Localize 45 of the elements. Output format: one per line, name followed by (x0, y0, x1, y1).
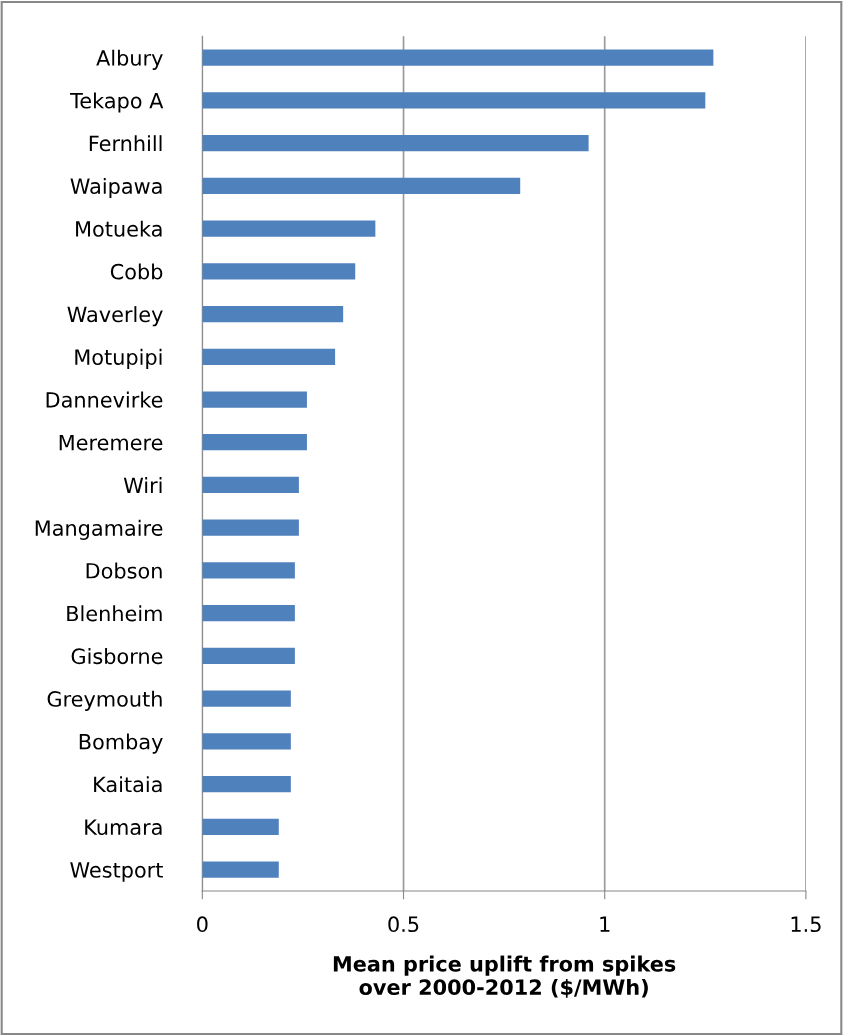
bar (202, 733, 291, 750)
y-tick-label: Blenheim (67, 605, 162, 622)
y-tick-label: Gisborne (71, 648, 163, 665)
y-tick-label: Wiri (123, 477, 162, 493)
y-tick-label: Meremere (59, 434, 163, 451)
y-tick-label: Motupipi (75, 348, 162, 370)
bar (202, 177, 521, 194)
y-tick-label: Waipawa (70, 177, 162, 199)
y-tick-label: Greymouth (47, 690, 162, 711)
y-tick-label: Motueka (76, 220, 162, 237)
bar (202, 476, 299, 494)
bar (202, 605, 295, 622)
bar (202, 220, 376, 237)
bar (202, 92, 706, 109)
bar (202, 776, 291, 793)
bar (202, 562, 295, 579)
y-tick-label: Bombay (79, 733, 163, 754)
x-tick-label: 0 (197, 916, 208, 933)
bar (202, 263, 356, 280)
y-tick-label: Cobb (110, 263, 163, 280)
bar (202, 647, 295, 665)
bar (202, 434, 307, 451)
y-tick-label: Mangamaire (35, 519, 163, 540)
y-tick-label: Westport (70, 862, 163, 882)
bar (202, 348, 336, 365)
y-tick-label: Dannevirke (46, 391, 163, 408)
bar (202, 391, 307, 408)
bar (202, 519, 299, 536)
y-tick-label: Dobson (86, 562, 162, 579)
y-tick-label: Kaitaia (94, 776, 162, 793)
x-tick-label: 1 (600, 916, 610, 932)
x-tick-label: 0.5 (388, 916, 419, 933)
x-axis-title: Mean price uplift from spikes over 2000-2012 ($/MWh) (333, 955, 676, 998)
y-tick-label: Waverley (67, 306, 163, 327)
bar (202, 690, 291, 707)
bar (202, 305, 344, 323)
y-tick-label: Fernhill (89, 135, 162, 152)
bar (202, 49, 714, 66)
bar (202, 818, 279, 835)
y-tick-label: Tekapo A (70, 92, 164, 113)
bar (202, 134, 589, 152)
bar (202, 861, 279, 878)
y-tick-label: Kumara (85, 819, 162, 836)
y-tick-label: Albury (96, 49, 163, 70)
x-tick-label: 1.5 (791, 916, 821, 933)
